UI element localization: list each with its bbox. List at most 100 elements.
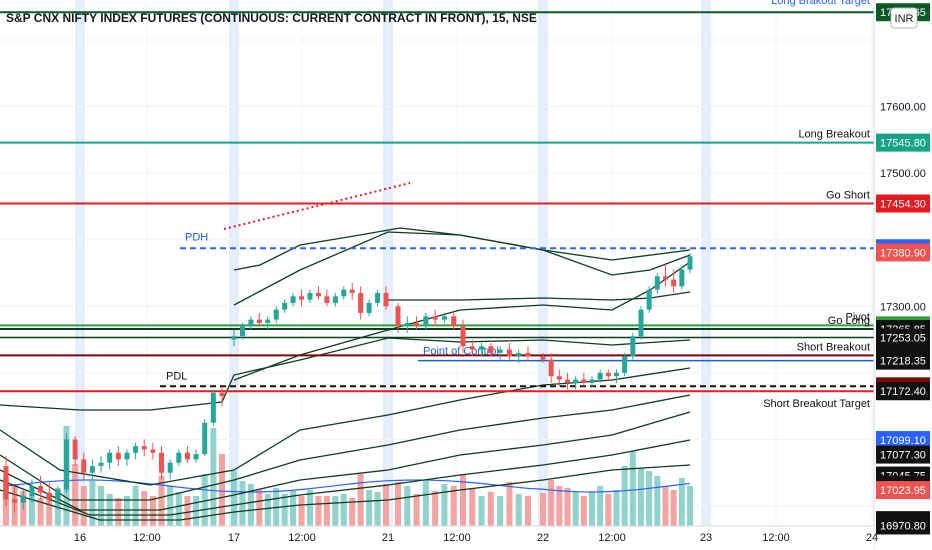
volume-bar xyxy=(149,496,156,526)
candle-body xyxy=(72,439,78,460)
volume-bar xyxy=(670,490,677,526)
band-line xyxy=(0,411,691,511)
price-tick-label: 17300.00 xyxy=(880,301,926,313)
volume-bar xyxy=(540,493,546,526)
volume-bar xyxy=(441,484,448,526)
currency-label: INR xyxy=(895,13,914,25)
volume-bar xyxy=(247,484,254,526)
candlesticks xyxy=(3,253,693,513)
price-label-text: 17099.10 xyxy=(880,435,926,447)
price-label-box xyxy=(876,431,930,450)
candle-body xyxy=(202,422,208,455)
volume-bar xyxy=(413,494,420,526)
band-line xyxy=(0,464,691,521)
volume-bar xyxy=(340,494,347,526)
volume-bar xyxy=(264,494,271,526)
candle-body xyxy=(29,486,35,497)
candle-body xyxy=(556,376,562,380)
candle-body xyxy=(605,372,611,377)
candle-body xyxy=(219,392,225,397)
candle-body xyxy=(20,496,26,503)
candle-body xyxy=(358,292,364,313)
volume-bar xyxy=(219,454,225,526)
candle-body xyxy=(687,256,693,270)
band-line xyxy=(388,291,691,301)
candle-body xyxy=(332,296,338,303)
price-tick-label: 17600.00 xyxy=(880,102,926,114)
candle-body xyxy=(497,349,503,353)
time-axis-background[interactable] xyxy=(0,526,874,550)
time-tick-label: 17 xyxy=(228,532,240,544)
level-label: Long Brakout Target xyxy=(771,0,870,7)
candle-body xyxy=(273,309,279,320)
candle-body xyxy=(525,352,531,357)
candle-body xyxy=(589,379,595,383)
candle-body xyxy=(81,459,87,473)
candle-body xyxy=(307,292,313,300)
candle-body xyxy=(614,372,619,377)
volume-bar xyxy=(597,486,604,526)
volume-bar xyxy=(564,488,571,526)
volume-bar xyxy=(89,481,96,526)
volume-bar xyxy=(515,494,522,526)
volume-bar xyxy=(256,490,263,526)
moving-average-bands xyxy=(0,227,691,521)
candle-body xyxy=(248,319,254,327)
time-tick-label: 16 xyxy=(74,532,86,544)
candle-body xyxy=(184,452,190,460)
level-label: PDH xyxy=(185,231,208,243)
candle-body xyxy=(231,336,237,340)
candle-body xyxy=(63,439,69,490)
level-label: Long Breakout xyxy=(798,129,870,141)
price-label-box xyxy=(876,382,930,401)
volume-bar xyxy=(231,471,237,526)
candle-body xyxy=(38,486,44,493)
candle-body xyxy=(383,292,389,307)
volume-bar xyxy=(662,486,669,526)
time-tick-label: 12:00 xyxy=(133,532,161,544)
price-label-text: 17218.35 xyxy=(880,356,926,368)
candle-body xyxy=(150,449,156,453)
candle-body xyxy=(366,302,372,313)
price-label-box xyxy=(876,516,930,535)
volume-bar xyxy=(349,498,356,526)
volume-bar xyxy=(141,491,148,526)
volume-bar xyxy=(46,493,53,526)
candle-body xyxy=(597,372,603,380)
price-label-text: 16970.80 xyxy=(880,520,926,532)
chart-title: S&P CNX NIFTY INDEX FUTURES (CONTINUOUS:… xyxy=(6,11,537,25)
volume-bar xyxy=(487,492,494,526)
currency-badge[interactable] xyxy=(890,7,918,29)
price-label-box xyxy=(876,351,930,370)
candle-body xyxy=(516,352,522,357)
candle-body xyxy=(581,379,587,383)
band-line xyxy=(0,337,691,411)
candle-body xyxy=(290,296,296,303)
candle-body xyxy=(565,379,570,383)
level-lines: Long Brakout Target Long Breakout Go Short… xyxy=(0,0,874,410)
level-label: Go Long xyxy=(828,315,870,327)
volume-bar xyxy=(395,482,401,526)
volume-bar xyxy=(469,488,476,526)
volume-bar xyxy=(605,494,612,526)
price-label-text: 17253.05 xyxy=(880,333,926,345)
candle-body xyxy=(671,279,677,287)
volume-bar xyxy=(132,486,139,526)
volume-bar xyxy=(638,468,644,526)
candle-body xyxy=(324,296,330,303)
volume-bar xyxy=(80,486,87,526)
price-label-text: 17454.30 xyxy=(880,199,926,211)
volume-bar xyxy=(654,476,661,526)
band-line xyxy=(233,261,691,381)
volume-bar xyxy=(307,490,313,526)
level-label: Pivot xyxy=(846,311,870,323)
volume-bar xyxy=(357,474,364,526)
volume-bar xyxy=(184,496,191,526)
volume-bar xyxy=(497,496,504,526)
time-tick-label: 21 xyxy=(382,532,394,544)
volume-bar xyxy=(432,491,439,526)
band-line xyxy=(0,439,691,516)
band-line xyxy=(233,231,691,306)
